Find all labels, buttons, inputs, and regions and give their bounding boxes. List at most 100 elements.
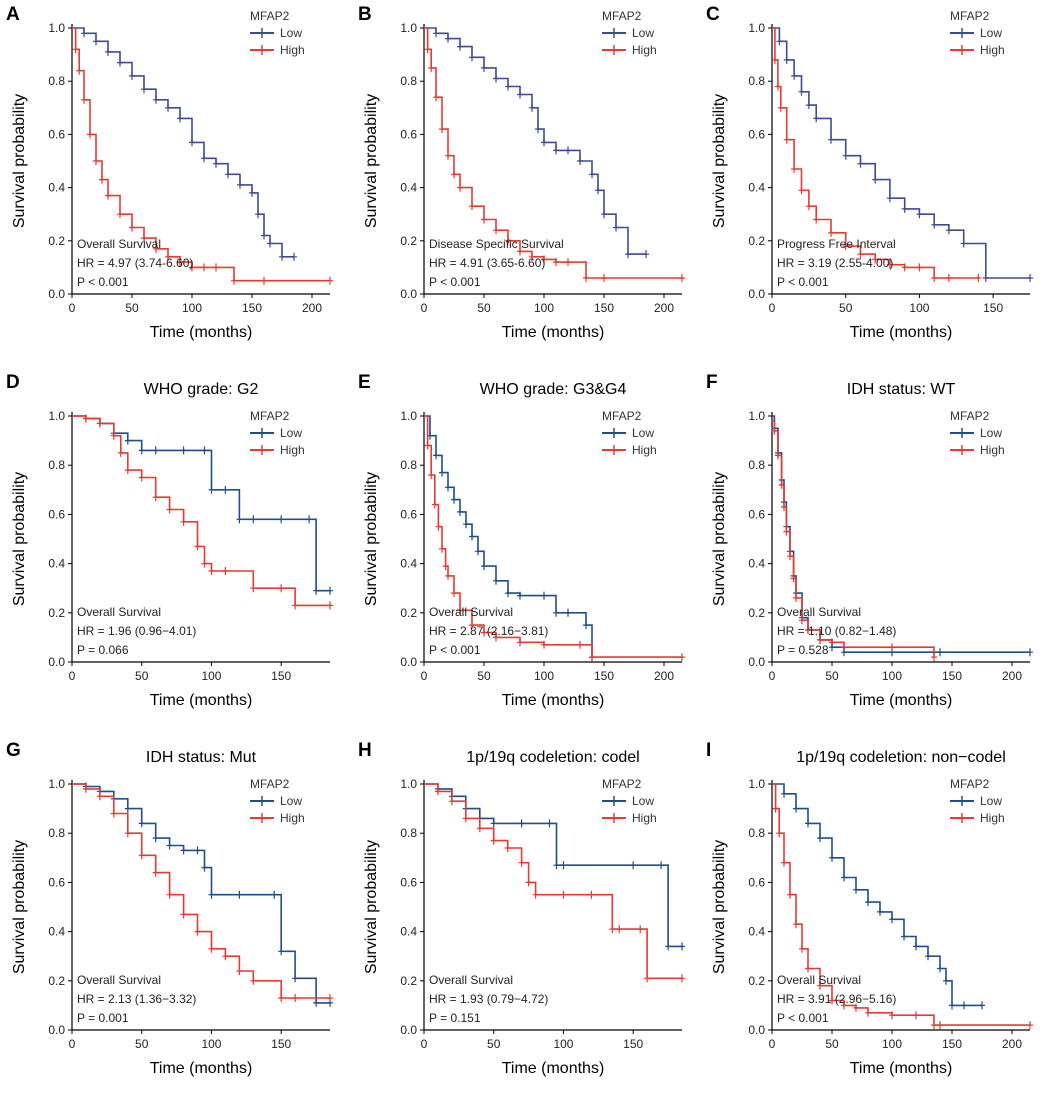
censor-marks-low: [434, 784, 685, 951]
legend-label-high: High: [980, 43, 1005, 57]
y-tick-label: 0.2: [400, 974, 417, 988]
censor-mark: [96, 792, 103, 801]
panel-h: H 1p/19q codeletion: codel 0.0 0.2 0.4 0.6 0.8…: [352, 736, 700, 1103]
censor-mark: [774, 82, 781, 91]
censor-mark: [445, 483, 451, 492]
censor-mark: [433, 93, 439, 102]
censor-mark: [225, 170, 231, 179]
legend-title: MFAP2: [950, 9, 990, 23]
censor-mark: [525, 878, 532, 887]
annotation-endpoint: Overall Survival: [77, 973, 161, 987]
x-tick-label: 0: [69, 301, 76, 315]
legend-label-low: Low: [632, 794, 654, 808]
x-tick-label: 150: [942, 669, 962, 683]
censor-mark: [96, 419, 103, 428]
censor-marks-high: [424, 441, 685, 662]
x-tick-label: 150: [594, 301, 614, 315]
y-tick-label: 0.6: [748, 875, 765, 889]
censor-mark: [194, 542, 201, 551]
censor-mark: [553, 608, 559, 617]
censor-mark: [775, 451, 781, 460]
censor-mark: [117, 210, 123, 219]
censor-mark: [201, 559, 208, 568]
censor-mark: [180, 910, 187, 919]
censor-mark: [945, 226, 952, 235]
y-tick-label: 0.8: [48, 458, 65, 472]
y-tick-label: 0.2: [400, 234, 417, 248]
censor-mark: [261, 276, 267, 285]
x-tick-label: 50: [477, 669, 491, 683]
censor-mark: [292, 974, 299, 983]
censor-mark: [313, 998, 320, 1007]
censor-mark: [937, 648, 943, 657]
censor-mark: [292, 601, 299, 610]
censor-mark: [236, 515, 243, 524]
censor-mark: [565, 146, 571, 155]
y-tick-label: 0.6: [748, 507, 765, 521]
censor-mark: [250, 584, 257, 593]
censor-mark: [828, 135, 834, 144]
legend-title: MFAP2: [602, 9, 642, 23]
censor-mark: [110, 809, 117, 818]
censor-mark: [138, 473, 145, 482]
censor-mark: [201, 154, 207, 163]
censor-mark: [481, 63, 487, 72]
chart-svg: C 0.0 0.2 0.4 0.6 0.8 1.0 0 50 100 150 Time (months…: [706, 4, 1033, 341]
censor-mark: [201, 446, 208, 455]
censor-mark: [798, 186, 805, 195]
legend-label-high: High: [632, 811, 657, 825]
censor-mark: [643, 250, 649, 259]
censor-marks-low: [427, 431, 595, 662]
x-tick-label: 150: [983, 301, 1003, 315]
y-tick-label: 0.2: [748, 606, 765, 620]
annotation-endpoint: Overall Survival: [777, 605, 861, 619]
annotation-hr: HR = 1.93 (0.79−4.72): [429, 992, 548, 1006]
censor-mark: [553, 146, 559, 155]
y-axis-label: Survival probability: [363, 94, 380, 228]
censor-marks-low: [781, 789, 985, 1010]
censor-mark: [490, 819, 497, 828]
censor-mark: [565, 608, 571, 617]
panel-e: E WHO grade: G3&G4 0.0 0.2 0.4 0.6 0.8 1.0 0 50 10…: [352, 368, 700, 735]
censor-mark: [979, 1001, 985, 1010]
censor-mark: [529, 252, 535, 261]
censor-marks-high: [72, 45, 333, 285]
x-tick-label: 50: [125, 301, 139, 315]
censor-mark: [541, 255, 547, 264]
censor-mark: [505, 82, 511, 91]
y-tick-label: 0.8: [48, 74, 65, 88]
censor-mark: [889, 1011, 895, 1020]
censor-mark: [865, 898, 871, 907]
legend-label-low: Low: [980, 26, 1002, 40]
panel-letter: B: [358, 4, 372, 25]
censor-mark: [177, 114, 183, 123]
censor-mark: [165, 103, 171, 112]
panel-letter: D: [6, 372, 20, 393]
axis-lines: [771, 24, 1030, 295]
censor-mark: [493, 576, 499, 585]
censor-mark: [93, 37, 99, 46]
y-tick-label: 1.0: [748, 409, 765, 423]
censor-mark: [777, 103, 784, 112]
x-tick-label: 0: [69, 1037, 76, 1051]
y-tick-label: 1.0: [48, 21, 65, 35]
censor-mark: [166, 890, 173, 899]
y-tick-label: 1.0: [748, 21, 765, 35]
x-tick-label: 0: [421, 1037, 428, 1051]
censor-mark: [493, 226, 499, 235]
x-tick-label: 200: [654, 669, 674, 683]
censor-mark: [475, 547, 481, 556]
censor-mark: [152, 446, 159, 455]
censor-mark: [445, 571, 451, 580]
censor-mark: [469, 202, 475, 211]
y-tick-label: 0.0: [48, 287, 65, 301]
censor-mark: [841, 873, 847, 882]
censor-mark: [213, 263, 219, 272]
censor-mark: [644, 974, 651, 983]
censor-mark: [138, 819, 145, 828]
censor-mark: [776, 829, 783, 838]
censor-mark: [913, 942, 919, 951]
censor-mark: [805, 964, 811, 973]
censor-mark: [141, 234, 147, 243]
annotation-endpoint: Overall Survival: [77, 237, 161, 251]
